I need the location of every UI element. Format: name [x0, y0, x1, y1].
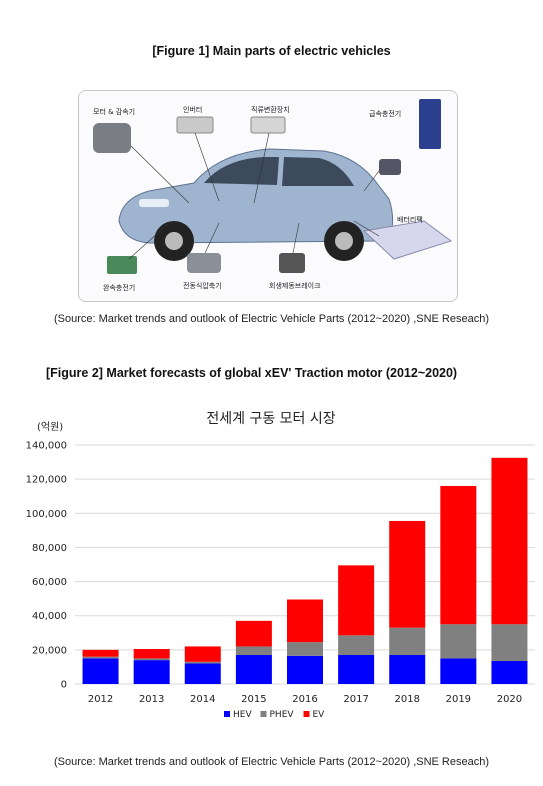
- y-tick-label: 80,000: [32, 543, 67, 554]
- x-tick-label: 2019: [446, 694, 471, 705]
- y-tick-label: 60,000: [32, 577, 67, 588]
- legend: HEV PHEV EV: [224, 710, 325, 720]
- chart-title: 전세계 구동 모터 시장: [206, 411, 335, 427]
- bar-ev-2016: [287, 599, 323, 643]
- bar-hev-2016: [287, 655, 323, 684]
- label-compressor: 전동식압축기: [183, 282, 222, 290]
- bar-hev-2013: [133, 660, 170, 684]
- bar-ev-2018: [389, 520, 426, 628]
- figure1-source: (Source: Market trends and outlook of El…: [53, 313, 490, 325]
- bar-phev-2020: [491, 624, 528, 661]
- ev-car-illustration: [93, 99, 453, 274]
- y-tick-label: 40,000: [32, 611, 67, 622]
- bar-hev-2015: [235, 654, 272, 684]
- y-tick-label: 0: [61, 680, 67, 691]
- x-tick-label: 2013: [139, 694, 164, 705]
- y-tick-label: 140,000: [26, 441, 67, 452]
- bar-phev-2016: [287, 642, 323, 656]
- legend-label-phev: PHEV: [270, 710, 295, 720]
- x-tick-label: 2017: [343, 694, 368, 705]
- x-tick-label: 2015: [241, 694, 266, 705]
- bar-hev-2017: [338, 654, 375, 684]
- bar-hev-2020: [491, 660, 528, 684]
- bar-ev-2013: [133, 649, 170, 659]
- bar-ev-2017: [338, 565, 375, 636]
- legend-swatch-hev: [224, 711, 230, 717]
- y-tick-label: 20,000: [32, 645, 67, 656]
- bar-phev-2017: [338, 635, 375, 655]
- figure1-title: [Figure 1] Main parts of electric vehicl…: [152, 44, 391, 58]
- bar-hev-2014: [184, 663, 221, 684]
- ev-parts-illustration: 모터 & 감속기 인버터 직류변환장치 급속충전기 배터리팩 완속충전기 전동식…: [78, 90, 458, 302]
- bar-phev-2013: [133, 658, 170, 661]
- bar-ev-2012: [82, 649, 119, 657]
- legend-label-hev: HEV: [233, 710, 252, 720]
- legend-swatch-phev: [260, 711, 267, 717]
- label-battery-pack: 배터리팩: [397, 216, 423, 224]
- x-tick-labels: 2012 2013 2014 2015 2016 2017 2018 2019 2020: [88, 694, 522, 705]
- label-slow-charger: 완속충전기: [103, 284, 136, 292]
- bar-ev-2019: [440, 485, 477, 625]
- bar-hev-2018: [389, 654, 426, 684]
- y-tick-label: 120,000: [26, 475, 67, 486]
- legend-label-ev: EV: [313, 710, 326, 720]
- x-tick-label: 2020: [497, 694, 522, 705]
- figure2-source: (Source: Market trends and outlook of El…: [53, 756, 490, 768]
- bar-stacks: [82, 457, 528, 684]
- motor-part-image: [93, 123, 131, 153]
- y-tick-labels: 0 20,000 40,000 60,000 80,000 100,000 120,000 1…: [26, 441, 67, 691]
- bar-ev-2015: [235, 620, 272, 647]
- label-fast-charger: 급속충전기: [369, 110, 402, 118]
- x-tick-label: 2014: [190, 694, 215, 705]
- x-tick-label: 2012: [88, 694, 113, 705]
- legend-swatch-ev: [303, 711, 310, 717]
- bar-phev-2018: [389, 627, 426, 655]
- label-inverter: 인버터: [183, 106, 203, 114]
- figure2-title: [Figure 2] Market forecasts of global xE…: [46, 366, 458, 380]
- bar-hev-2019: [440, 658, 477, 684]
- label-regen-brake: 회생제동브레이크: [269, 282, 321, 290]
- bar-ev-2014: [184, 646, 221, 662]
- y-tick-label: 100,000: [26, 509, 67, 520]
- bar-hev-2012: [82, 658, 119, 684]
- bar-phev-2014: [184, 661, 221, 664]
- bar-phev-2019: [440, 624, 477, 659]
- bar-ev-2020: [491, 457, 528, 625]
- x-tick-label: 2018: [394, 694, 419, 705]
- bar-phev-2015: [235, 646, 272, 655]
- traction-motor-chart: 전세계 구동 모터 시장 (억원) 0 20,000 40,000 60,000 80,…: [26, 411, 535, 720]
- label-motor: 모터 & 감속기: [93, 108, 136, 116]
- label-dc-converter: 직류변환장치: [251, 106, 290, 114]
- bar-phev-2012: [82, 656, 119, 659]
- y-axis-label: (억원): [37, 421, 63, 433]
- x-tick-label: 2016: [292, 694, 317, 705]
